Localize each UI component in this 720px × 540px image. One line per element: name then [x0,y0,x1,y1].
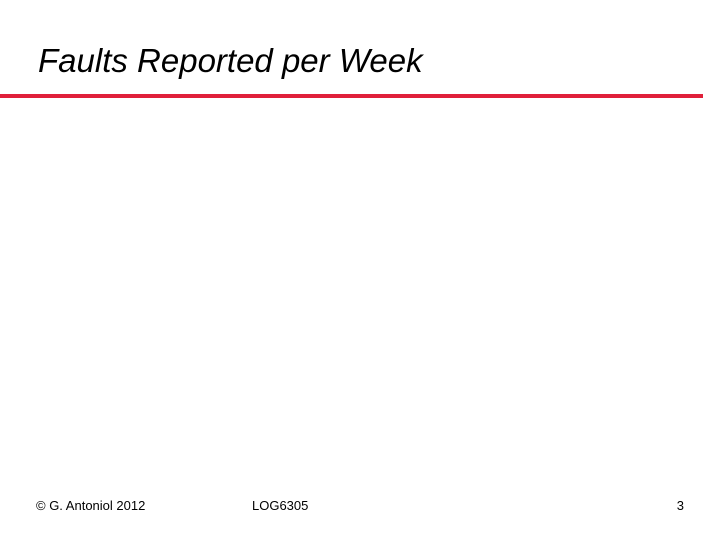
footer-course: LOG6305 [252,498,309,513]
footer-page: 3 [676,498,684,513]
title-rule [0,94,703,98]
slide-title: Faults Reported per Week [38,42,423,79]
footer-copyright: © G. Antoniol 2012 [36,498,146,513]
